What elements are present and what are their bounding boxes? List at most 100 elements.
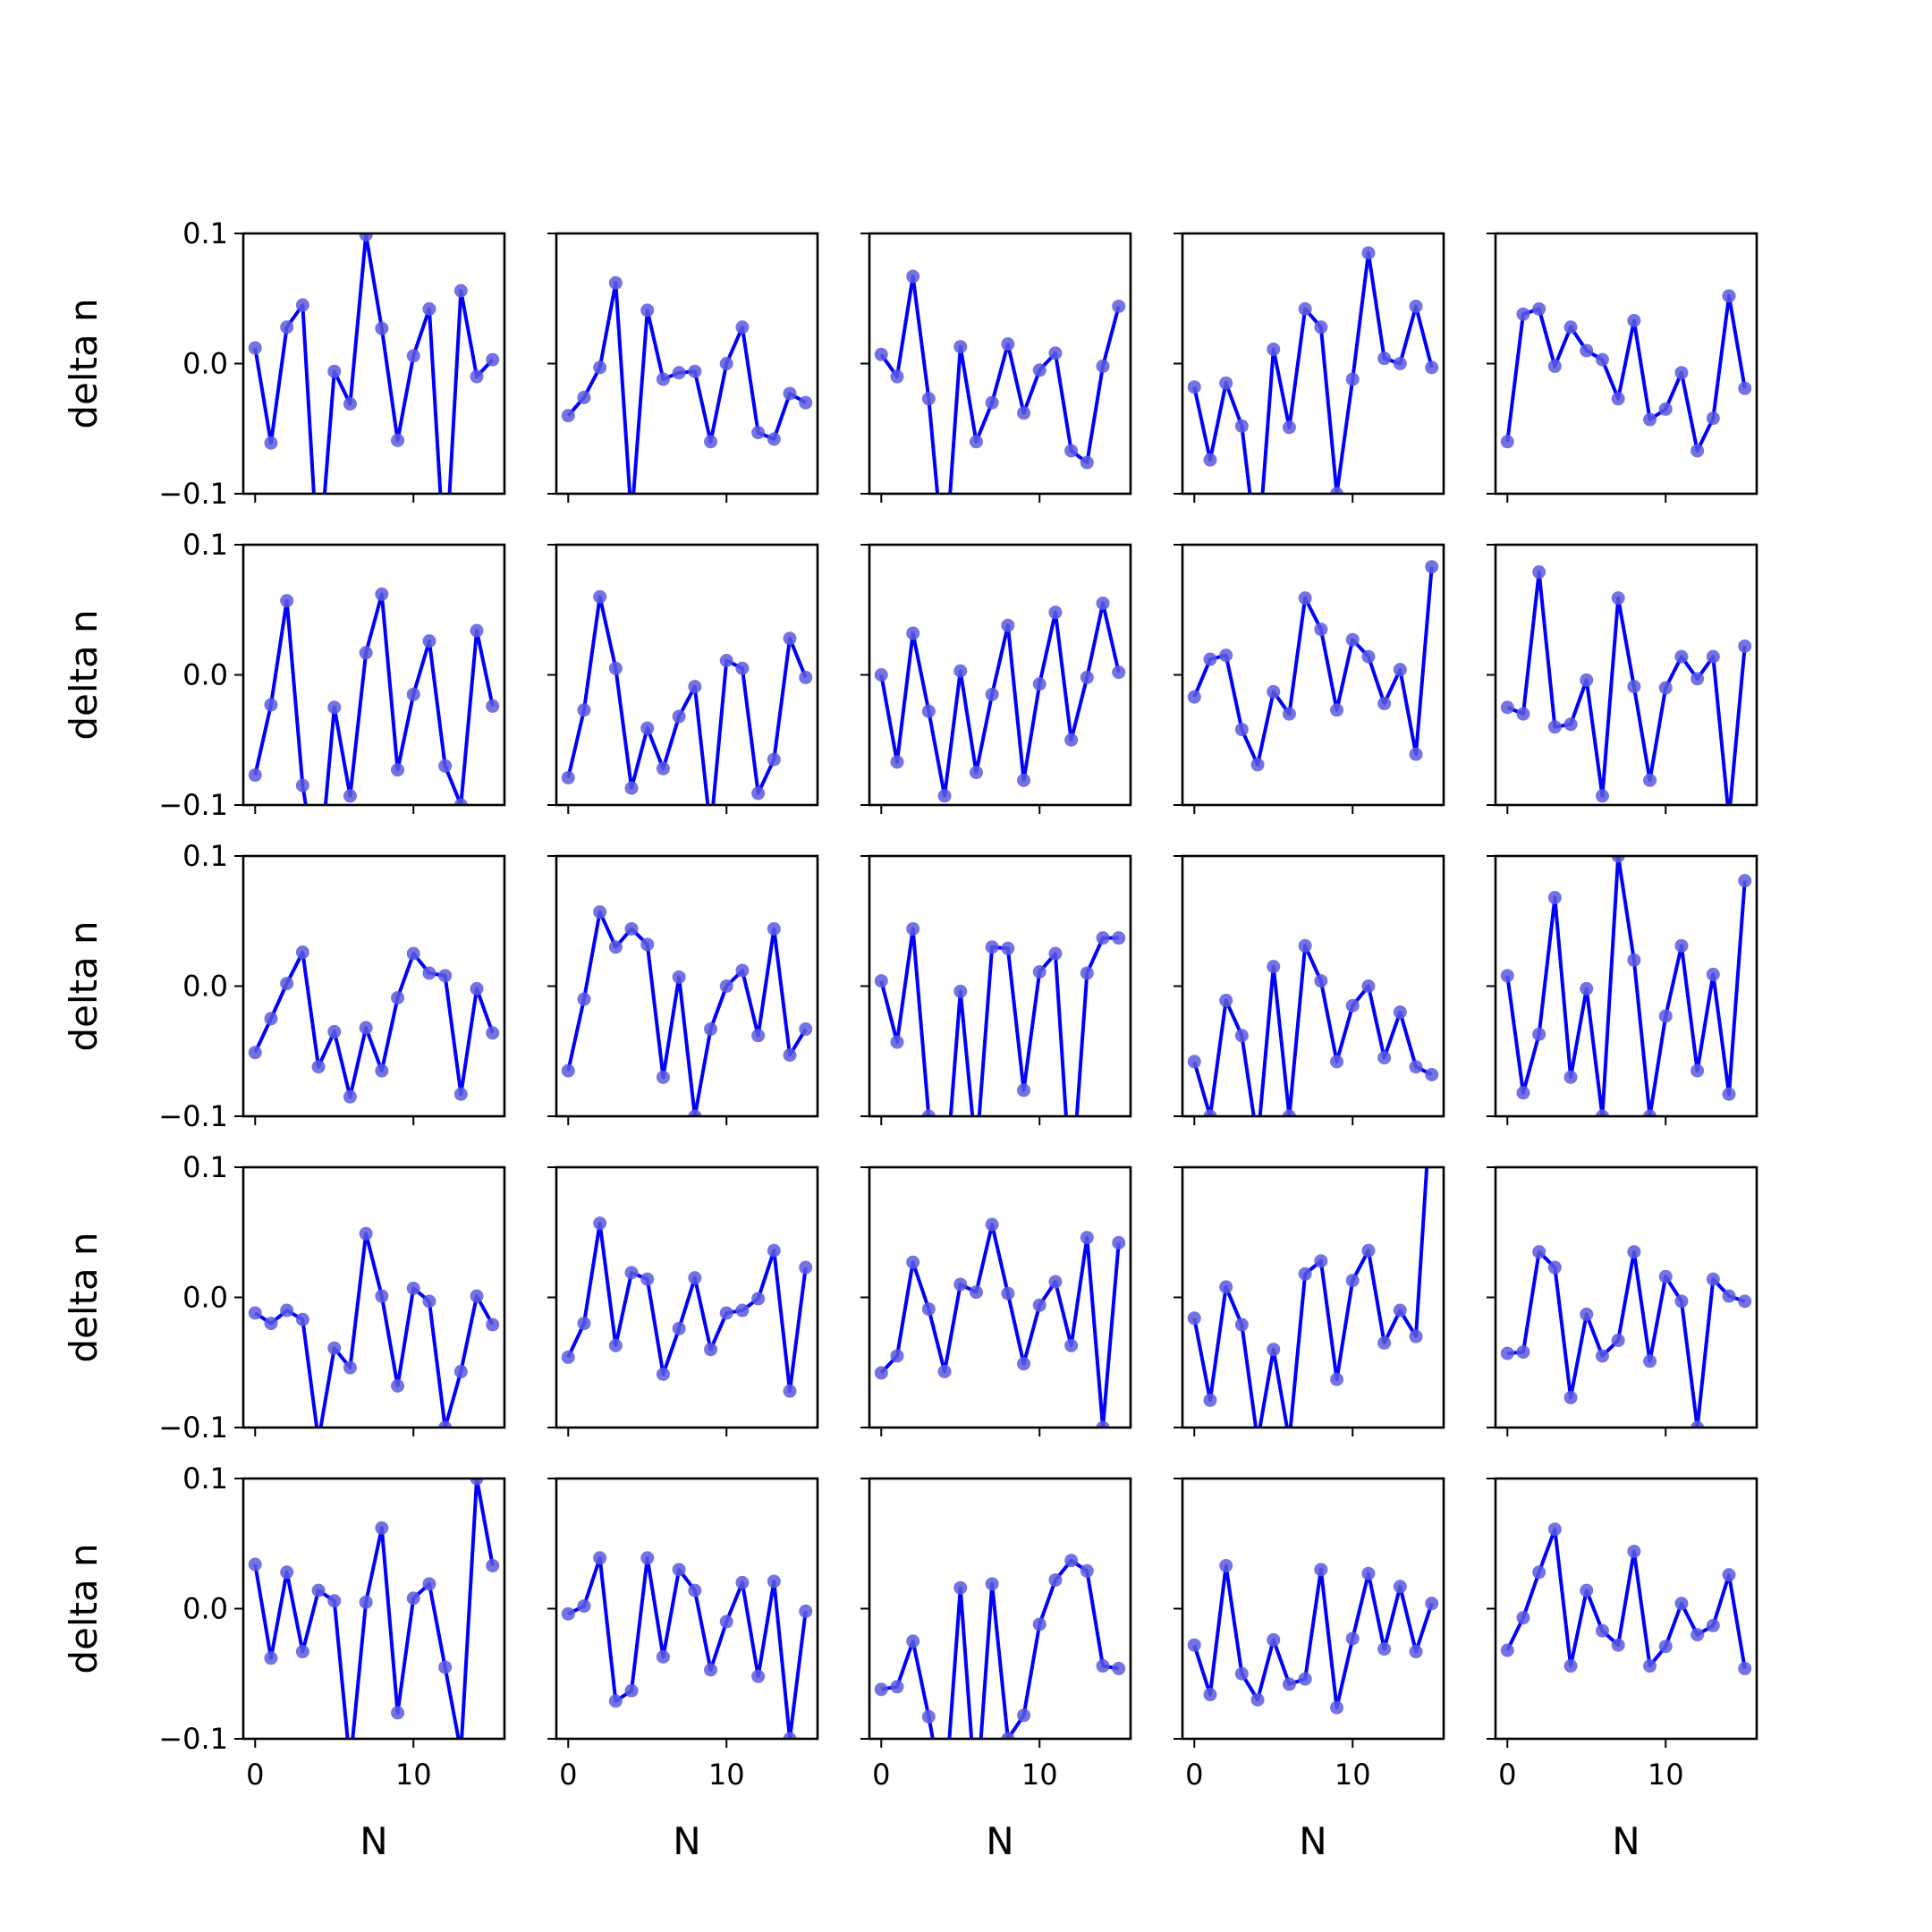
x-axis-label: N xyxy=(1612,1819,1640,1863)
panel-r1-c2 xyxy=(547,232,819,503)
series-line xyxy=(1505,1527,1747,1669)
data-point xyxy=(1234,723,1249,737)
data-point xyxy=(391,991,405,1005)
data-point xyxy=(953,340,968,354)
data-point xyxy=(1658,1640,1673,1654)
series-line xyxy=(1192,1563,1434,1710)
data-point xyxy=(1282,1109,1296,1116)
data-point xyxy=(921,704,936,718)
data-point xyxy=(672,970,686,984)
data-point xyxy=(264,436,278,450)
data-point xyxy=(375,587,389,601)
data-point xyxy=(470,1289,484,1303)
data-point xyxy=(248,768,262,783)
data-point xyxy=(359,233,373,242)
data-point xyxy=(985,687,999,701)
data-point xyxy=(486,352,500,367)
data-point xyxy=(1017,1708,1031,1723)
data-point xyxy=(1425,560,1439,574)
data-point xyxy=(969,435,983,449)
series-line xyxy=(879,275,1121,494)
data-point xyxy=(1425,360,1439,375)
data-point xyxy=(311,1583,326,1597)
y-axis-label: delta n xyxy=(62,1232,106,1362)
data-point xyxy=(1314,623,1328,637)
data-point xyxy=(1032,677,1046,691)
data-point xyxy=(1219,1280,1233,1294)
data-point xyxy=(1017,1083,1031,1097)
data-point xyxy=(1658,681,1673,695)
series-line xyxy=(880,1558,1120,1739)
data-point xyxy=(1096,359,1110,373)
series-line xyxy=(566,1221,808,1394)
data-point xyxy=(1643,1109,1657,1116)
x-axis-label: N xyxy=(986,1819,1013,1863)
data-point xyxy=(1580,981,1594,996)
panel-r3-c5 xyxy=(1487,854,1758,1125)
data-point xyxy=(1706,1272,1720,1286)
series-line xyxy=(253,592,495,805)
panel-plot-area xyxy=(248,1479,500,1739)
data-point xyxy=(391,433,405,447)
data-point xyxy=(1643,773,1657,787)
data-point xyxy=(577,1599,591,1614)
data-point xyxy=(343,1360,357,1375)
data-point xyxy=(1393,1005,1407,1020)
x-tick-label: 10 xyxy=(708,1758,745,1792)
data-point xyxy=(1580,343,1594,358)
panel-r3-c4 xyxy=(1174,854,1445,1125)
data-point xyxy=(1112,1235,1126,1250)
data-point xyxy=(343,397,357,411)
data-point xyxy=(1393,357,1407,370)
data-point xyxy=(1706,1618,1720,1632)
series-line xyxy=(1506,570,1747,805)
data-point xyxy=(1706,967,1720,981)
data-point xyxy=(1330,487,1344,494)
y-tick-label: 0.1 xyxy=(182,1150,228,1184)
panel-plot-area xyxy=(874,596,1126,803)
data-point xyxy=(1345,632,1360,647)
data-point xyxy=(327,1594,342,1608)
data-point xyxy=(735,320,750,335)
data-point xyxy=(937,789,952,803)
data-point xyxy=(1643,412,1657,427)
data-point xyxy=(1267,684,1281,699)
y-tick-label: 0.0 xyxy=(182,347,228,381)
data-point xyxy=(1001,941,1015,955)
data-point xyxy=(295,778,309,792)
data-point xyxy=(438,1660,453,1674)
data-point xyxy=(422,634,436,648)
data-point xyxy=(375,1063,389,1078)
data-point xyxy=(1298,938,1312,953)
x-tick-label: 0 xyxy=(246,1758,264,1792)
data-point xyxy=(767,752,781,767)
data-point xyxy=(264,1012,278,1026)
data-point xyxy=(1611,856,1625,863)
data-point xyxy=(1330,703,1344,717)
data-point xyxy=(656,761,670,775)
data-point xyxy=(1690,1628,1705,1642)
data-point xyxy=(608,661,623,675)
data-point xyxy=(1706,411,1720,426)
x-tick-label: 0 xyxy=(872,1758,890,1792)
data-point xyxy=(969,766,983,780)
data-point xyxy=(1330,1055,1344,1069)
y-tick-label: 0.0 xyxy=(182,970,228,1004)
panel-plot-area xyxy=(561,905,813,1116)
data-point xyxy=(1001,618,1015,632)
data-point xyxy=(280,1303,294,1318)
x-tick-label: 10 xyxy=(1021,1758,1058,1792)
data-point xyxy=(624,781,639,795)
data-point xyxy=(890,755,904,769)
data-point xyxy=(1032,1617,1046,1631)
data-point xyxy=(1690,672,1705,686)
data-point xyxy=(561,1606,575,1621)
series-line xyxy=(1507,1250,1746,1428)
panel-r2-c5 xyxy=(1487,543,1758,814)
data-point xyxy=(1345,998,1360,1013)
data-point xyxy=(1377,352,1392,366)
y-axis-label: delta n xyxy=(62,1543,106,1674)
data-point xyxy=(1627,1245,1641,1259)
data-point xyxy=(704,1343,718,1357)
data-point xyxy=(593,905,607,919)
